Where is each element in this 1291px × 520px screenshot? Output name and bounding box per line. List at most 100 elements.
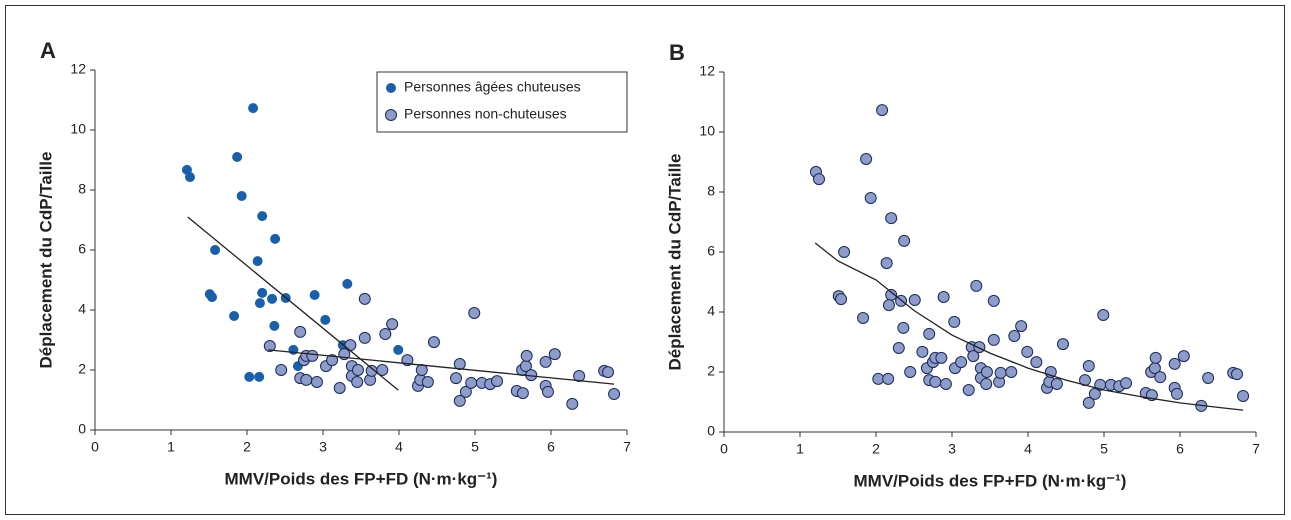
x-tick-label: 1 — [796, 441, 804, 457]
data-point — [1170, 387, 1183, 400]
data-point — [450, 372, 462, 385]
x-tick-label: 0 — [720, 441, 728, 457]
panel-label: B — [669, 40, 685, 65]
data-point — [987, 294, 1000, 307]
data-point — [294, 325, 307, 338]
legend-label: Personnes âgées chuteuses — [404, 79, 581, 95]
data-point — [1237, 390, 1250, 402]
data-point — [1202, 372, 1215, 384]
y-tick-label: 0 — [78, 421, 86, 437]
x-tick-label: 5 — [1100, 441, 1108, 457]
data-point — [300, 373, 313, 386]
data-point — [967, 350, 980, 363]
data-point — [1008, 330, 1021, 342]
data-point — [908, 294, 921, 306]
y-axis-title: Déplacement du CdP/Taille — [665, 154, 684, 371]
x-tick-label: 7 — [623, 439, 631, 455]
data-point — [970, 279, 983, 292]
x-tick-label: 7 — [1252, 441, 1260, 457]
data-point — [1005, 366, 1018, 378]
data-point — [386, 318, 399, 331]
data-point — [453, 358, 466, 370]
x-axis-title: MMV/Poids des FP+FD (N·m·kg⁻¹) — [225, 469, 498, 488]
y-tick-label: 0 — [707, 423, 715, 439]
data-point — [1120, 377, 1133, 390]
data-point — [1082, 360, 1095, 372]
data-point — [860, 153, 873, 165]
data-point — [236, 191, 247, 201]
data-point — [602, 366, 614, 379]
y-tick-label: 8 — [78, 181, 86, 197]
legend-label: Personnes non-chuteuses — [404, 106, 567, 122]
x-tick-label: 6 — [1176, 441, 1184, 457]
legend-marker — [385, 109, 397, 121]
x-tick-label: 6 — [547, 439, 555, 455]
x-tick-label: 3 — [319, 439, 327, 455]
data-point — [491, 375, 504, 388]
data-point — [229, 311, 240, 321]
data-point — [358, 292, 371, 305]
data-point — [962, 384, 975, 396]
data-point — [1154, 371, 1167, 384]
data-point — [1082, 396, 1095, 409]
data-point — [948, 315, 961, 328]
y-tick-label: 2 — [78, 361, 86, 377]
x-tick-label: 0 — [91, 439, 99, 455]
data-point — [244, 371, 255, 382]
data-point — [275, 364, 288, 376]
data-point — [465, 376, 478, 389]
data-point — [326, 354, 339, 367]
data-point — [937, 291, 950, 303]
x-tick-label: 2 — [243, 439, 251, 455]
data-point — [882, 299, 895, 312]
data-point — [320, 314, 331, 325]
data-point — [923, 327, 936, 340]
data-point — [306, 349, 319, 362]
frame — [5, 5, 1285, 515]
data-point — [882, 372, 895, 385]
data-point — [1021, 345, 1034, 358]
data-point — [898, 234, 911, 247]
x-axis-title: MMV/Poids des FP+FD (N·m·kg⁻¹) — [854, 471, 1127, 490]
data-point — [415, 364, 428, 376]
data-point — [573, 370, 586, 382]
data-point — [980, 366, 993, 378]
fit-line — [814, 242, 1244, 411]
data-point — [929, 375, 942, 388]
data-point — [857, 312, 870, 324]
data-point — [427, 336, 440, 349]
y-tick-label: 12 — [699, 63, 715, 79]
data-point — [876, 104, 889, 117]
data-point — [342, 278, 353, 289]
data-point — [980, 378, 993, 390]
y-tick-label: 2 — [707, 363, 715, 379]
data-point — [994, 366, 1007, 379]
data-point — [248, 103, 259, 114]
data-point — [333, 382, 346, 394]
data-point — [1168, 357, 1181, 370]
data-point — [916, 345, 929, 358]
data-point — [263, 340, 276, 352]
data-point — [1177, 350, 1190, 363]
data-point — [257, 287, 268, 298]
data-point — [548, 348, 561, 361]
x-tick-label: 2 — [872, 441, 880, 457]
y-tick-label: 10 — [699, 123, 715, 139]
data-point — [987, 333, 1000, 346]
data-point — [351, 376, 364, 388]
data-point — [254, 298, 265, 309]
data-point — [838, 246, 851, 258]
data-point — [892, 342, 905, 354]
data-point — [252, 256, 263, 267]
y-tick-label: 6 — [78, 241, 86, 257]
data-point — [885, 212, 898, 225]
data-point — [935, 351, 948, 364]
data-point — [257, 211, 268, 222]
data-point — [376, 364, 389, 376]
data-point — [1050, 378, 1063, 390]
data-point — [939, 378, 952, 390]
data-point — [459, 385, 472, 398]
data-point — [468, 307, 481, 319]
legend-marker — [386, 83, 396, 93]
